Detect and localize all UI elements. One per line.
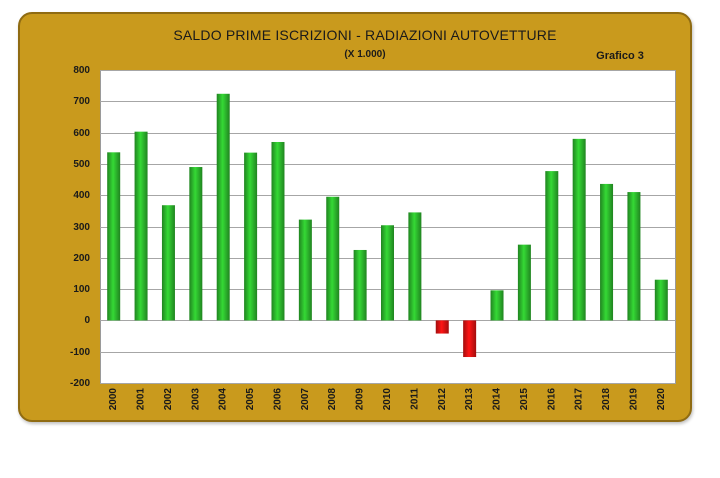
bar-2013: [463, 320, 477, 358]
x-tick-label-2011: 2011: [409, 388, 420, 410]
x-tick-label-2015: 2015: [519, 388, 530, 411]
bar-2000: [107, 152, 121, 321]
bars: [107, 93, 668, 358]
bar-2002: [161, 205, 175, 321]
bar-2003: [189, 167, 203, 321]
x-tick-label-2012: 2012: [437, 388, 448, 411]
x-tick-label-2019: 2019: [628, 388, 639, 411]
bar-2017: [572, 138, 586, 321]
x-tick-label-2010: 2010: [382, 388, 393, 411]
x-tick-label-2017: 2017: [574, 388, 585, 411]
y-tick-label: 200: [73, 253, 90, 264]
x-tick-label-2009: 2009: [355, 388, 366, 411]
x-tick-label-2020: 2020: [656, 388, 667, 411]
bar-2015: [517, 244, 531, 321]
bar-2008: [326, 196, 340, 321]
x-tick-label-2003: 2003: [190, 388, 201, 411]
x-axis-tick-labels: 2000 2001 2002 2003 2004 2005 2006 2007 2008 2009…: [108, 388, 667, 411]
bar-2018: [600, 183, 614, 321]
x-tick-label-2005: 2005: [245, 388, 256, 411]
y-tick-label: 500: [73, 159, 90, 170]
bar-2012: [435, 320, 449, 334]
bar-2010: [381, 225, 394, 321]
bar-2014: [490, 290, 504, 321]
x-tick-label-2002: 2002: [163, 388, 174, 411]
y-tick-label: 300: [73, 222, 90, 233]
bar-2001: [134, 131, 148, 321]
y-tick-label: -100: [70, 347, 90, 358]
bar-2004: [216, 93, 230, 321]
x-tick-label-2000: 2000: [108, 388, 119, 411]
y-tick-label: 700: [73, 96, 90, 107]
bar-2005: [244, 152, 258, 321]
y-tick-label: 100: [73, 284, 90, 295]
bar-2020: [654, 279, 668, 321]
bar-2009: [353, 249, 367, 321]
y-tick-label: 600: [73, 128, 90, 139]
y-tick-label: 0: [84, 315, 90, 326]
x-tick-label-2014: 2014: [492, 388, 503, 411]
x-tick-label-2001: 2001: [136, 388, 147, 411]
bar-2019: [627, 192, 641, 321]
x-tick-label-2004: 2004: [218, 388, 229, 411]
y-axis-tick-labels: 800 700 600 500 400 300 200 100 0 -100 -200: [70, 65, 90, 389]
x-tick-label-2016: 2016: [546, 388, 557, 411]
x-tick-label-2007: 2007: [300, 388, 311, 411]
x-tick-label-2013: 2013: [464, 388, 475, 411]
bar-2011: [408, 212, 422, 321]
y-tick-label: 800: [73, 65, 90, 76]
bar-2007: [298, 219, 312, 321]
x-tick-label-2006: 2006: [272, 388, 283, 411]
x-tick-label-2008: 2008: [327, 388, 338, 411]
y-tick-label: 400: [73, 190, 90, 201]
chart-subtitle: (X 1.000): [344, 49, 386, 60]
y-tick-label: -200: [70, 378, 90, 389]
bar-2016: [545, 171, 559, 321]
x-tick-label-2018: 2018: [601, 388, 612, 411]
chart-title: SALDO PRIME ISCRIZIONI - RADIAZIONI AUTO…: [173, 27, 557, 43]
bar-2006: [271, 141, 285, 321]
chart-annotation: Grafico 3: [596, 50, 644, 62]
